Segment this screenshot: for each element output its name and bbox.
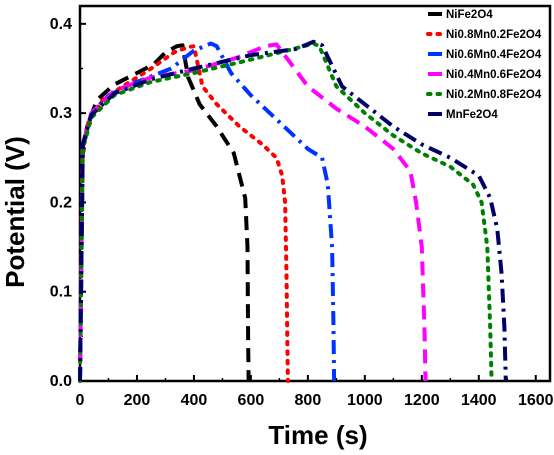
- x-tick-label: 400: [181, 392, 208, 409]
- x-tick-label: 1000: [347, 392, 383, 409]
- x-axis-title: Time (s): [268, 420, 367, 450]
- y-axis-title: Potential (V): [0, 136, 30, 288]
- y-tick-label: 0.1: [50, 284, 72, 301]
- legend-label-2: Ni0.6Mn0.4Fe2O4: [446, 49, 542, 61]
- y-tick-label: 0.4: [50, 16, 72, 33]
- series-line-5: [78, 39, 508, 382]
- legend-label-0: NiFe2O4: [446, 9, 493, 21]
- legend-label-3: Ni0.4Mn0.6Fe2O4: [446, 69, 542, 81]
- series-line-3: [78, 42, 428, 382]
- legend-label-4: Ni0.2Mn0.8Fe2O4: [446, 89, 542, 101]
- legend: NiFe2O4 Ni0.8Mn0.2Fe2O4 Ni0.6Mn0.4Fe2O4 Ni0…: [426, 9, 542, 121]
- x-tick-label: 600: [238, 392, 265, 409]
- series-layer: [78, 39, 508, 383]
- legend-label-5: MnFe2O4: [446, 109, 498, 121]
- x-tick-label: 800: [295, 392, 322, 409]
- y-tick-label: 0.0: [50, 373, 72, 390]
- legend-label-1: Ni0.8Mn0.2Fe2O4: [446, 29, 542, 41]
- series-line-0: [78, 43, 251, 382]
- x-tick-label: 1400: [461, 392, 497, 409]
- x-tick-label: 1600: [518, 392, 554, 409]
- series-line-4: [78, 41, 494, 383]
- grid-and-axes: 0 200 400 600 800 1000 1200 1400 1600 0.0 0.1 0.2 0.…: [50, 4, 554, 409]
- y-tick-label: 0.3: [50, 105, 72, 122]
- x-tick-label: 1200: [404, 392, 440, 409]
- y-tick-label: 0.2: [50, 194, 72, 211]
- x-tick-label: 200: [124, 392, 151, 409]
- x-tick-label: 0: [76, 392, 85, 409]
